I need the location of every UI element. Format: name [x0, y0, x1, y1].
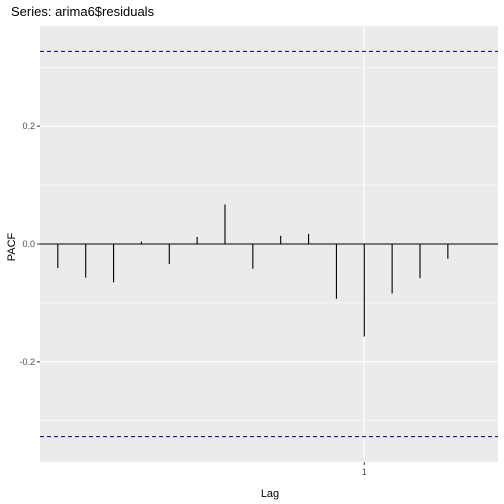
- axis-ticks: 0.2 0.0 -0.2 1: [19, 121, 366, 477]
- y-axis-label: PACF: [6, 232, 18, 261]
- y-tick-label: 0.0: [22, 239, 35, 249]
- x-tick-label: 1: [362, 467, 367, 477]
- chart-title: Series: arima6$residuals: [11, 4, 155, 19]
- minor-gridlines-y: [40, 66, 498, 422]
- pacf-bars: [57, 204, 449, 337]
- x-axis-label: Lag: [261, 488, 279, 500]
- confidence-bounds: [40, 50, 498, 438]
- y-tick-label: -0.2: [19, 357, 35, 367]
- y-tick-label: 0.2: [22, 121, 35, 131]
